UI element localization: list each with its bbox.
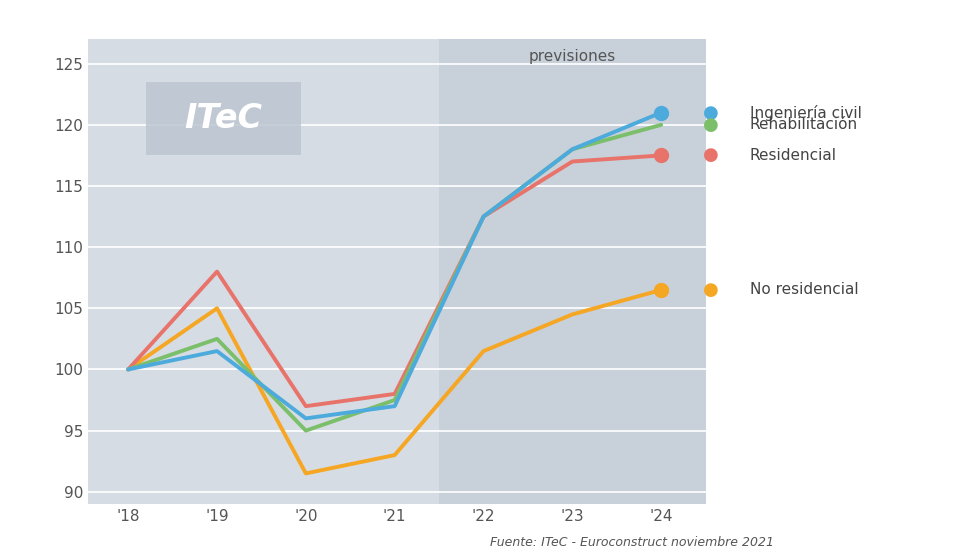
Text: ITeC: ITeC (184, 102, 263, 135)
Text: previsiones: previsiones (529, 49, 616, 64)
FancyBboxPatch shape (146, 82, 302, 156)
Text: ●: ● (703, 146, 718, 165)
Text: Ingeniería civil: Ingeniería civil (750, 105, 861, 120)
Text: No residencial: No residencial (750, 282, 858, 297)
Text: Rehabilitación: Rehabilitación (750, 118, 858, 132)
Bar (439, 39, 706, 504)
Text: Fuente: ITeC - Euroconstruct noviembre 2021: Fuente: ITeC - Euroconstruct noviembre 2… (490, 536, 774, 549)
Text: Residencial: Residencial (750, 148, 837, 163)
Text: ●: ● (703, 104, 718, 122)
Text: ●: ● (703, 281, 718, 299)
Bar (88, 39, 439, 504)
Text: ●: ● (703, 116, 718, 134)
